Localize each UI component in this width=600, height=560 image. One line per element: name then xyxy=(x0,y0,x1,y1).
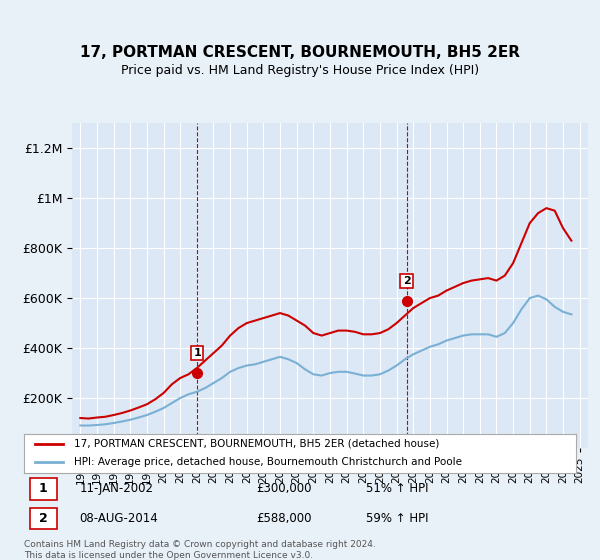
FancyBboxPatch shape xyxy=(29,478,57,500)
Text: 08-AUG-2014: 08-AUG-2014 xyxy=(79,512,158,525)
Text: 1: 1 xyxy=(193,348,201,358)
Text: 17, PORTMAN CRESCENT, BOURNEMOUTH, BH5 2ER: 17, PORTMAN CRESCENT, BOURNEMOUTH, BH5 2… xyxy=(80,45,520,60)
Text: 17, PORTMAN CRESCENT, BOURNEMOUTH, BH5 2ER (detached house): 17, PORTMAN CRESCENT, BOURNEMOUTH, BH5 2… xyxy=(74,439,439,449)
Text: £300,000: £300,000 xyxy=(256,482,311,496)
Text: 2: 2 xyxy=(403,276,410,286)
Text: £588,000: £588,000 xyxy=(256,512,311,525)
Text: 2: 2 xyxy=(39,512,47,525)
Text: Price paid vs. HM Land Registry's House Price Index (HPI): Price paid vs. HM Land Registry's House … xyxy=(121,64,479,77)
Text: 59% ↑ HPI: 59% ↑ HPI xyxy=(366,512,429,525)
Text: 51% ↑ HPI: 51% ↑ HPI xyxy=(366,482,429,496)
Text: 1: 1 xyxy=(39,482,47,496)
Text: HPI: Average price, detached house, Bournemouth Christchurch and Poole: HPI: Average price, detached house, Bour… xyxy=(74,457,461,467)
FancyBboxPatch shape xyxy=(29,508,57,529)
Text: Contains HM Land Registry data © Crown copyright and database right 2024.
This d: Contains HM Land Registry data © Crown c… xyxy=(24,540,376,560)
Text: 11-JAN-2002: 11-JAN-2002 xyxy=(79,482,153,496)
